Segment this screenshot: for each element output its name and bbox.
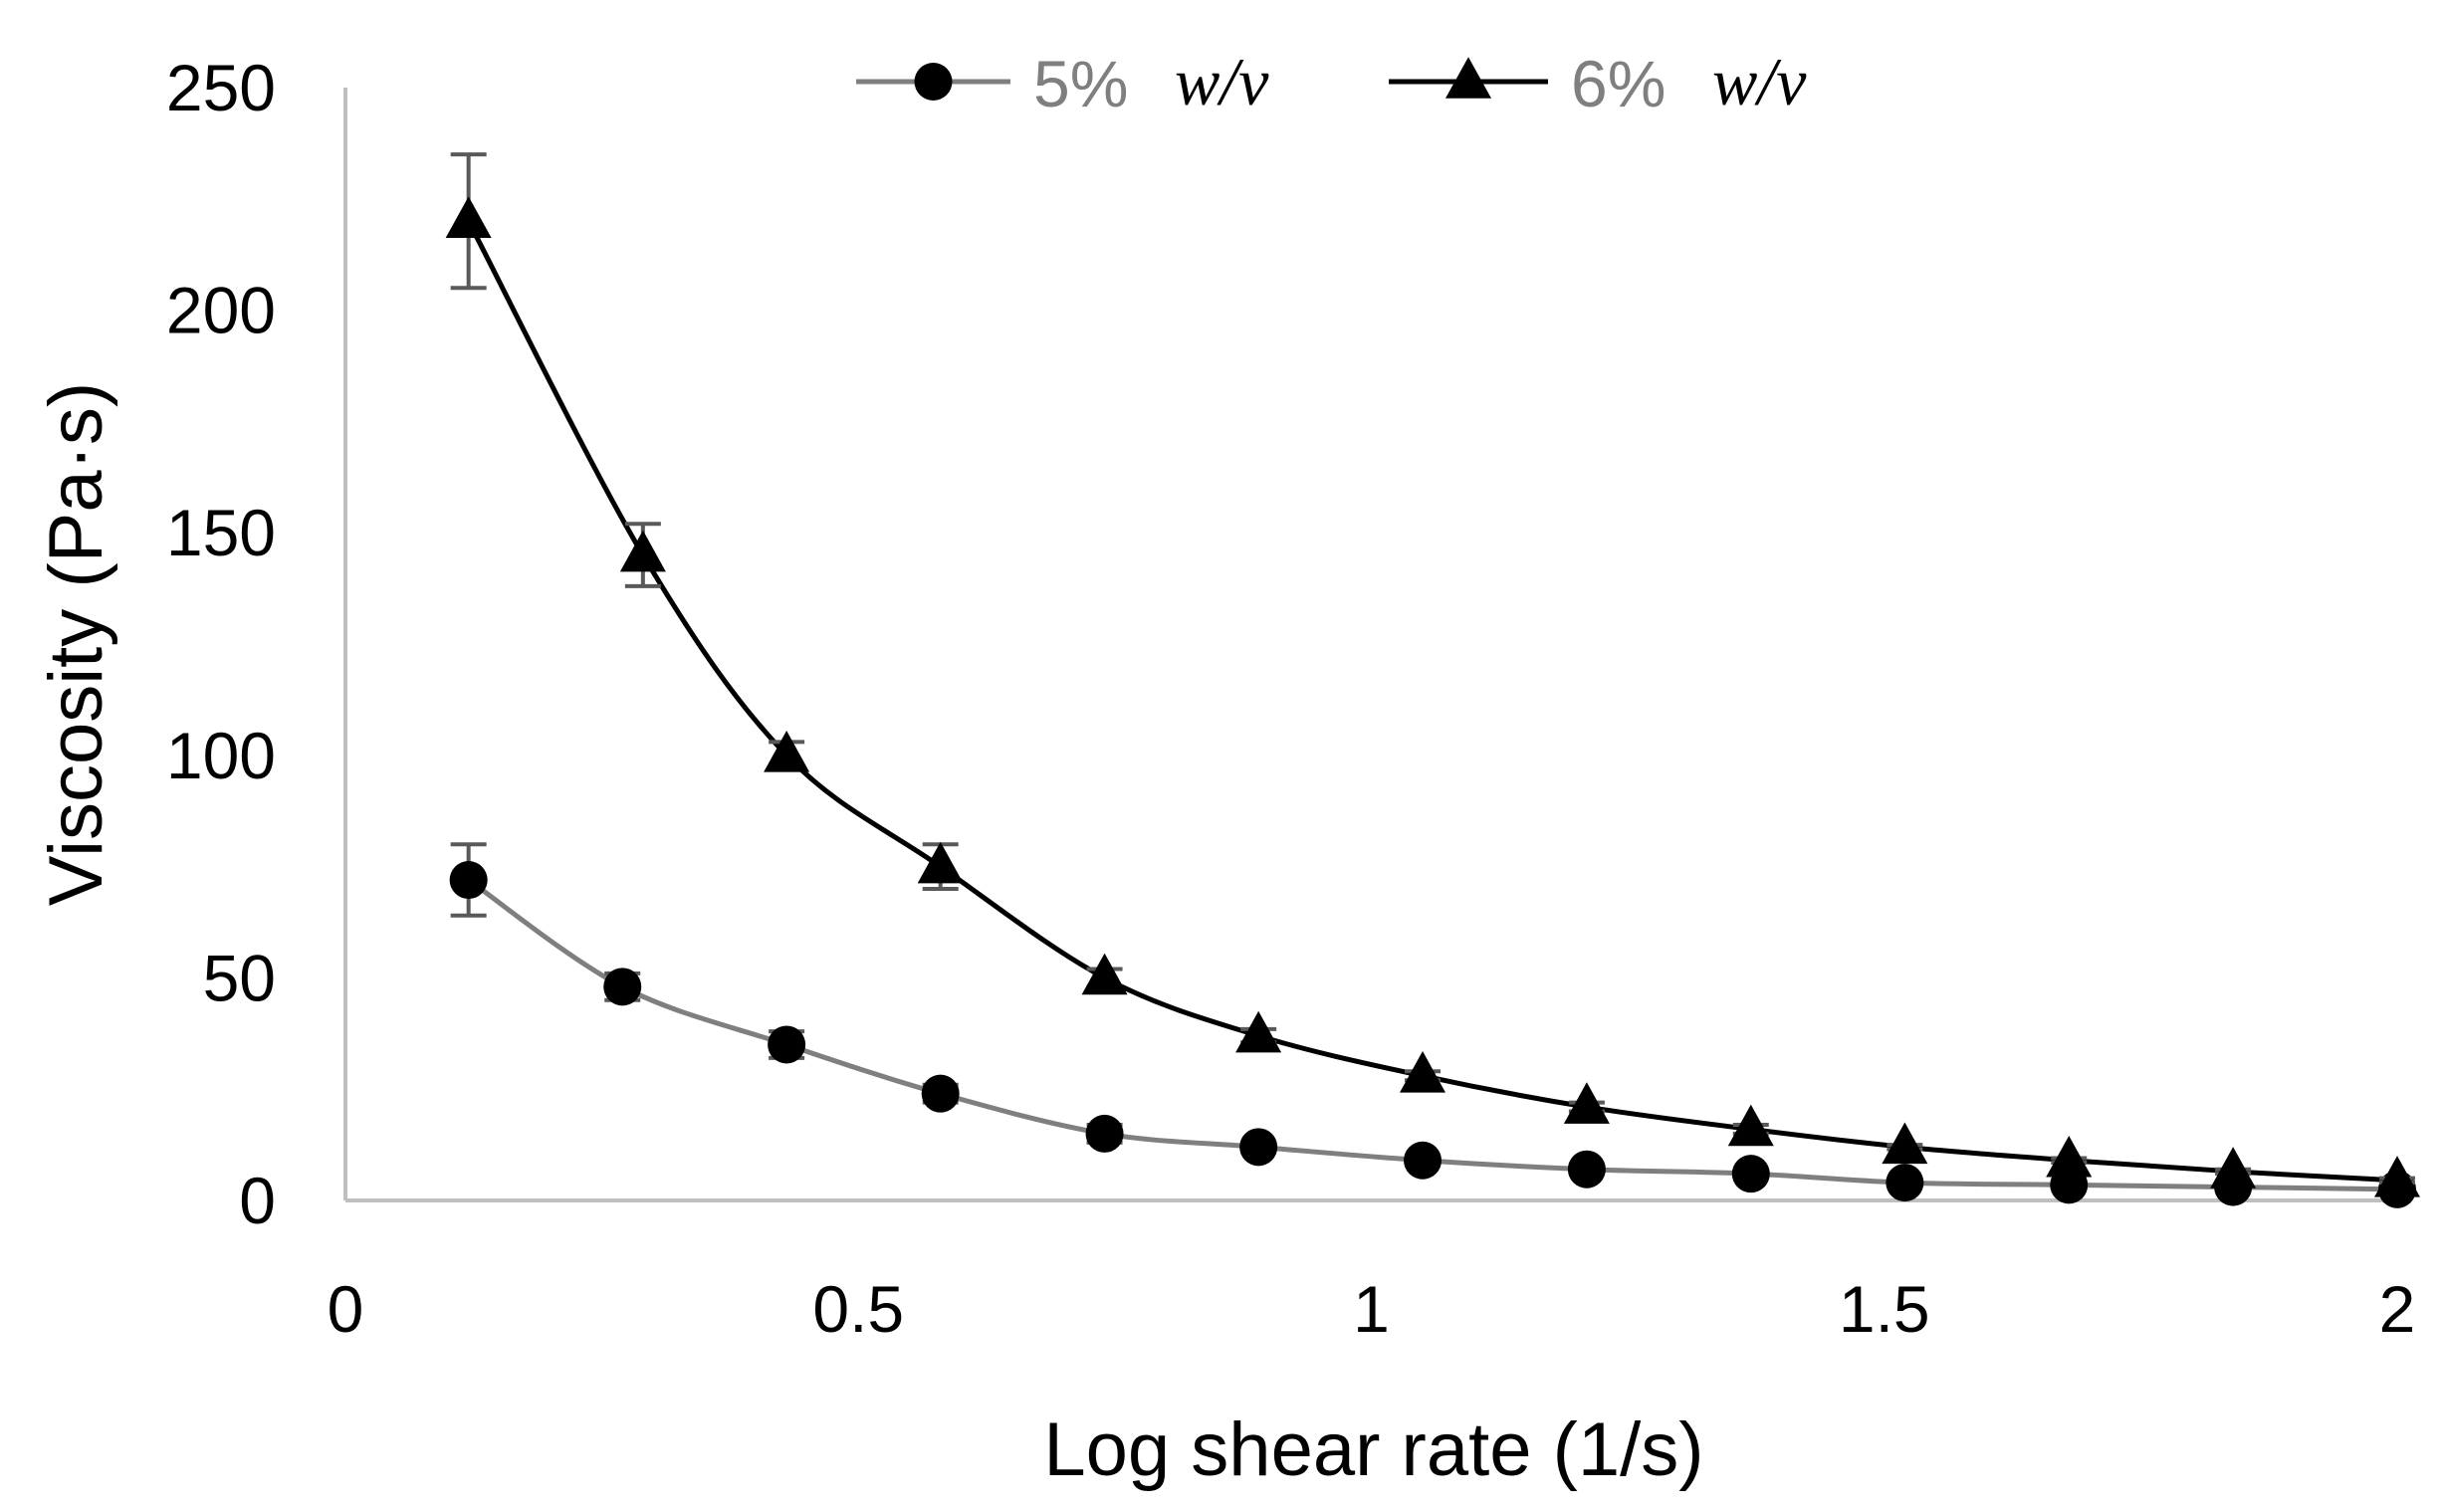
data-point-circle [1404, 1141, 1443, 1180]
x-tick-label: 1.5 [1839, 1272, 1930, 1346]
series-1 [449, 842, 2416, 1208]
data-point-triangle [2210, 1147, 2257, 1188]
data-point-triangle [619, 530, 666, 572]
legend: 5% w/v 6% w/v [856, 44, 1807, 120]
x-axis-title: Log shear rate (1/s) [1043, 1407, 1703, 1492]
data-point-circle [768, 1025, 806, 1064]
data-point-triangle [2374, 1156, 2420, 1197]
axes [343, 88, 2397, 1202]
legend-triangle-icon [1445, 57, 1491, 99]
x-tick-label: 0.5 [812, 1272, 904, 1346]
legend-label-percent: 5% [1033, 47, 1128, 120]
data-point-circle [921, 1074, 960, 1113]
series-2 [445, 152, 2420, 1197]
y-axis-title: Viscosity (Pa·s) [34, 382, 118, 906]
data-point-triangle [1882, 1122, 1928, 1165]
y-tick-label: 150 [166, 496, 276, 569]
data-point-circle [1567, 1150, 1606, 1188]
data-point-triangle [917, 841, 964, 884]
legend-circle-icon [914, 63, 953, 101]
data-point-triangle [2046, 1135, 2093, 1178]
data-point-circle [603, 968, 642, 1006]
data-point-circle [1085, 1114, 1124, 1153]
legend-label-unit: w/v [1175, 44, 1269, 119]
y-tick-label: 50 [203, 941, 276, 1014]
y-tick-labels: 0 50 100 150 200 250 [166, 51, 276, 1237]
data-point-triangle [1400, 1050, 1446, 1093]
data-point-triangle [1727, 1104, 1774, 1147]
x-tick-label: 0 [328, 1272, 364, 1346]
data-point-circle [1239, 1128, 1278, 1167]
data-point-triangle [764, 731, 810, 772]
x-tick-labels: 0 0.5 1 1.5 2 [328, 1272, 2416, 1346]
y-tick-label: 100 [166, 719, 276, 792]
legend-label-percent: 6% [1571, 47, 1665, 120]
data-point-circle [449, 861, 488, 900]
y-tick-label: 0 [239, 1164, 276, 1237]
legend-label-unit: w/v [1712, 44, 1807, 119]
data-point-triangle [1563, 1082, 1610, 1124]
data-point-circle [1886, 1164, 1924, 1202]
x-tick-label: 1 [1353, 1272, 1390, 1346]
data-point-triangle [445, 196, 492, 238]
y-tick-label: 250 [166, 51, 276, 124]
y-tick-label: 200 [166, 274, 276, 347]
series-layer [445, 152, 2420, 1208]
data-point-triangle [1235, 1010, 1282, 1053]
series-line [467, 877, 2398, 1192]
data-point-triangle [1081, 953, 1128, 995]
legend-item-1: 5% w/v [856, 44, 1269, 120]
data-point-circle [1731, 1155, 1770, 1193]
x-tick-label: 2 [2379, 1272, 2416, 1346]
legend-item-2: 6% w/v [1389, 44, 1807, 120]
